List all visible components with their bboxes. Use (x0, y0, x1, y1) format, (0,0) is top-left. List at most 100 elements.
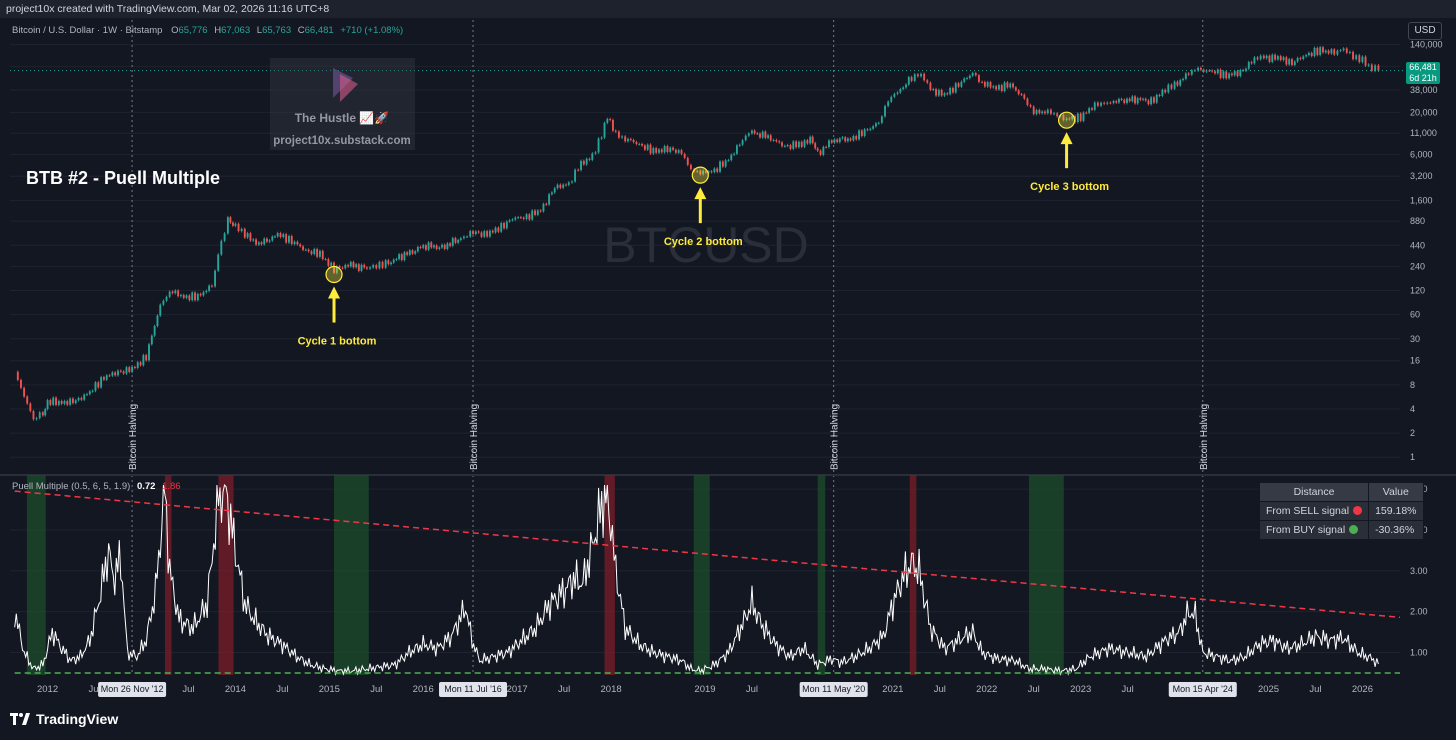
candle-body (252, 239, 255, 241)
candle-body (469, 231, 472, 237)
candle-body (191, 292, 194, 301)
candle-body (522, 217, 525, 219)
candle-body (108, 375, 111, 377)
candle-body (539, 210, 542, 212)
table-row: From SELL signal 159.18% (1258, 501, 1424, 521)
candle-body (105, 375, 108, 380)
candle-body (321, 250, 324, 260)
price-axis[interactable]: 140,00075,00038,00020,00011,0006,0003,20… (1410, 40, 1443, 463)
time-axis[interactable]: 2012 Jul Jul 2014 Jul 2015 Jul 2016 2017 Jul 2018 2… (37, 682, 1373, 697)
candle-body (381, 261, 384, 268)
candle-body (689, 164, 692, 170)
candle-body (1053, 113, 1056, 115)
candle-body (57, 400, 60, 405)
candle-body (249, 233, 252, 241)
candle-body (830, 140, 833, 143)
candle-body (171, 291, 174, 294)
candle-body (954, 83, 957, 93)
candle-body (632, 139, 635, 143)
last-price-tag: 66,481 6d 21h (1406, 62, 1440, 84)
candle-body (1324, 50, 1327, 53)
chart-canvas[interactable]: BTCUSD Bitcoin Halving Bitcoin Halving Bit… (0, 18, 1456, 700)
candle-body (263, 238, 266, 245)
puell-legend[interactable]: Puell Multiple (0.5, 6, 5, 1.9) 0.72 1.8… (12, 481, 181, 492)
candle-body (29, 403, 32, 412)
price-tick-label: 8 (1410, 380, 1415, 390)
candle-body (424, 245, 427, 250)
candle-body (52, 397, 55, 405)
candle-body (896, 92, 899, 94)
price-tick-label: 60 (1410, 310, 1420, 320)
candle-body (995, 86, 998, 90)
tradingview-logo[interactable]: TradingView (10, 711, 118, 727)
candle-body (1214, 71, 1216, 74)
candle-body (1029, 105, 1032, 107)
candle-body (828, 140, 830, 148)
candle-body (514, 217, 517, 220)
candle-body (719, 161, 721, 172)
candle-body (872, 126, 875, 129)
time-tick-label: 2021 (882, 684, 903, 695)
candle-body (125, 367, 128, 374)
candle-body (217, 254, 220, 271)
candle-body (594, 152, 597, 154)
table-header-value: Value (1368, 482, 1424, 502)
sell-row-label: From SELL signal (1266, 505, 1350, 517)
symbol-name: Bitcoin / U.S. Dollar · 1W · Bitstamp (12, 25, 162, 36)
candle-body (849, 138, 852, 141)
candle-body (390, 262, 392, 265)
candle-body (307, 249, 310, 252)
candle-body (789, 145, 792, 149)
candle-body (1076, 113, 1079, 123)
candle-body (769, 135, 772, 141)
candle-body (268, 240, 271, 242)
sell-dot-icon (1353, 506, 1363, 515)
candle-body (430, 242, 433, 248)
candle-body (877, 122, 880, 124)
candle-body (1112, 101, 1115, 103)
candle-body (1367, 64, 1370, 66)
candle-body (1038, 109, 1041, 114)
candle-body (1256, 57, 1259, 60)
candle-body (747, 133, 750, 136)
candle-body (97, 382, 100, 388)
candle-body (188, 295, 191, 301)
candle-body (355, 264, 358, 268)
candle-body (1322, 47, 1324, 53)
halving-label: Bitcoin Halving (469, 404, 480, 470)
annotation-label: Cycle 3 bottom (1030, 181, 1109, 193)
time-tick-label: 2012 (37, 684, 58, 695)
candle-body (1377, 65, 1380, 71)
candle-body (327, 259, 330, 266)
candle-body (1049, 109, 1052, 114)
candle-body (341, 267, 344, 269)
candle-body (971, 73, 974, 76)
candle-body (772, 139, 775, 141)
symbol-legend[interactable]: Bitcoin / U.S. Dollar · 1W · Bitstamp O6… (12, 25, 403, 36)
candle-body (196, 293, 199, 301)
candle-body (1046, 109, 1049, 114)
candle-body (433, 245, 435, 248)
candle-body (683, 153, 686, 158)
date-label: Mon 11 May '20 (802, 684, 865, 694)
candle-body (1279, 56, 1282, 61)
candle-body (139, 362, 142, 366)
candle-body (133, 366, 136, 368)
time-tick-label: Jul (182, 684, 194, 695)
currency-badge[interactable]: USD (1408, 22, 1442, 40)
candle-body (761, 131, 764, 138)
candle-body (696, 170, 699, 172)
candle-body (562, 184, 565, 188)
buy-row-label: From BUY signal (1266, 524, 1346, 536)
arrow-head (694, 187, 707, 200)
candle-body (80, 397, 83, 400)
candle-body (44, 409, 47, 416)
last-price-countdown: 6d 21h (1409, 73, 1437, 83)
candle-body (841, 137, 844, 139)
candle-body (932, 89, 935, 91)
candle-body (624, 136, 627, 142)
candle-body (577, 169, 580, 171)
candle-body (1268, 55, 1271, 62)
candle-body (559, 184, 562, 188)
price-tick-label: 20,000 (1410, 107, 1438, 117)
